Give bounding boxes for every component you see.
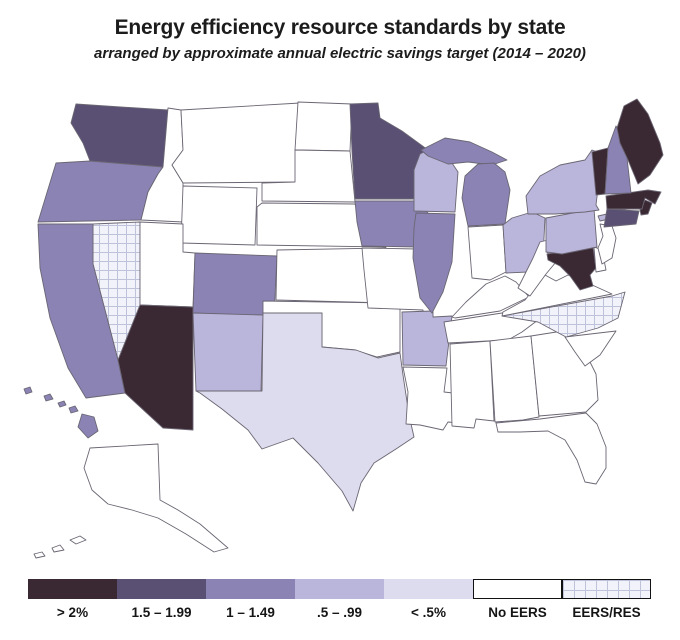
legend-item-gt2: > 2% bbox=[28, 579, 117, 634]
state-TX bbox=[195, 312, 415, 512]
state-HI bbox=[57, 400, 67, 408]
legend-label-no_eers: No EERS bbox=[488, 605, 547, 620]
legend-swatch-eers_res bbox=[562, 579, 651, 599]
state-MS bbox=[449, 340, 495, 429]
state-IN bbox=[467, 224, 507, 281]
legend-item-no_eers: No EERS bbox=[473, 579, 562, 634]
legend-label-lt05: < .5% bbox=[411, 605, 446, 620]
page-subtitle: arranged by approximate annual electric … bbox=[94, 45, 586, 62]
state-WY bbox=[180, 185, 258, 246]
state-MI bbox=[461, 162, 511, 227]
legend-swatch-no_eers bbox=[473, 579, 562, 599]
state-HI bbox=[43, 393, 54, 402]
legend-label-gt2: > 2% bbox=[56, 605, 89, 620]
state-NC bbox=[501, 291, 626, 338]
legend-swatch-lt05 bbox=[384, 579, 473, 599]
legend-item-eers_res: EERS/RES bbox=[562, 579, 651, 634]
state-FL bbox=[495, 412, 607, 485]
legend-swatch-s15_199 bbox=[117, 579, 206, 599]
state-PA bbox=[545, 208, 598, 255]
state-IL bbox=[412, 212, 456, 314]
state-MI bbox=[420, 137, 508, 166]
state-HI bbox=[23, 386, 33, 395]
state-ND bbox=[294, 101, 353, 152]
state-MT bbox=[171, 102, 301, 184]
state-HI bbox=[77, 413, 99, 439]
legend: > 2% 1.5 – 1.99 1 – 1.49 .5 – .99 < .5% No EE… bbox=[28, 579, 652, 634]
state-SD bbox=[261, 149, 356, 203]
state-NJ bbox=[597, 223, 617, 265]
legend-swatch-s05_99 bbox=[295, 579, 384, 599]
state-NY bbox=[525, 149, 604, 215]
state-MA bbox=[605, 189, 662, 210]
legend-swatch-gt2 bbox=[28, 579, 117, 599]
state-AR bbox=[401, 310, 453, 367]
state-KY bbox=[451, 275, 530, 319]
legend-label-s05_99: .5 – .99 bbox=[316, 605, 363, 620]
state-HI bbox=[68, 405, 79, 414]
state-NM bbox=[192, 312, 264, 392]
state-SC bbox=[564, 330, 617, 367]
legend-item-s05_99: .5 – .99 bbox=[295, 579, 384, 634]
state-AK bbox=[33, 551, 46, 559]
legend-label-s15_199: 1.5 – 1.99 bbox=[131, 605, 192, 620]
state-AL bbox=[489, 335, 540, 423]
state-ME bbox=[616, 98, 664, 185]
state-AK bbox=[69, 535, 87, 545]
state-WA bbox=[70, 103, 169, 168]
legend-item-s15_199: 1.5 – 1.99 bbox=[117, 579, 206, 634]
state-AK bbox=[83, 443, 229, 553]
state-AK bbox=[51, 544, 65, 553]
state-CT bbox=[603, 208, 640, 228]
legend-item-s1_149: 1 – 1.49 bbox=[206, 579, 295, 634]
page-title: Energy efficiency resource standards by … bbox=[114, 16, 566, 39]
legend-item-lt05: < .5% bbox=[384, 579, 473, 634]
state-CA bbox=[37, 223, 126, 399]
legend-swatch-s1_149 bbox=[206, 579, 295, 599]
legend-label-s1_149: 1 – 1.49 bbox=[226, 605, 275, 620]
legend-label-eers_res: EERS/RES bbox=[572, 605, 641, 620]
